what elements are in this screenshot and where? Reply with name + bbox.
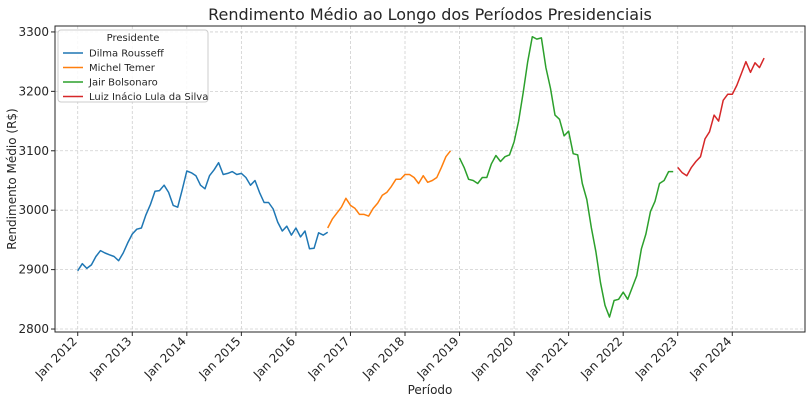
series-line-luiz-in-cio-lula-da-silva: [677, 57, 765, 177]
legend-entry-label: Luiz Inácio Lula da Silva: [89, 91, 208, 103]
y-tick-label: 3100: [18, 144, 49, 158]
x-axis-ticks: Jan 2012 Jan 2013 Jan 2014 Jan 2015 Jan 2016…: [32, 332, 734, 382]
x-tick-label: Jan 2023: [632, 334, 680, 382]
x-tick-label: Jan 2021: [523, 334, 571, 382]
series-lines: [77, 35, 765, 318]
y-tick-label: 2900: [18, 263, 49, 277]
chart-title: Rendimento Médio ao Longo dos Períodos P…: [208, 5, 652, 24]
legend-entry-label: Michel Temer: [89, 63, 156, 74]
x-tick-label: Jan 2024: [686, 334, 734, 382]
y-axis-ticks: 2800 2900 3000 3100 3200 3300: [18, 25, 55, 336]
legend-entry-label: Jair Bolsonaro: [88, 78, 158, 89]
x-tick-label: Jan 2018: [359, 334, 407, 382]
series-line-michel-temer: [327, 150, 452, 229]
x-tick-label: Jan 2012: [32, 334, 80, 382]
y-tick-label: 2800: [18, 322, 49, 336]
x-axis-label: Período: [408, 383, 453, 397]
series-line-jair-bolsonaro: [458, 35, 674, 318]
y-axis-label: Rendimento Médio (R$): [5, 108, 19, 249]
x-tick-label: Jan 2014: [141, 334, 189, 382]
x-tick-label: Jan 2017: [305, 334, 353, 382]
x-tick-label: Jan 2020: [468, 334, 516, 382]
y-tick-label: 3000: [18, 203, 49, 217]
legend-entry-label: Dilma Rousseff: [89, 49, 165, 60]
x-tick-label: Jan 2019: [414, 334, 462, 382]
y-tick-label: 3300: [18, 25, 49, 39]
legend-title: Presidente: [107, 33, 160, 44]
legend-box: [57, 29, 209, 103]
x-tick-label: Jan 2015: [196, 334, 244, 382]
y-tick-label: 3200: [18, 84, 49, 98]
plot-area-frame: [54, 25, 806, 333]
x-tick-label: Jan 2016: [250, 334, 298, 382]
x-tick-label: Jan 2013: [86, 334, 134, 382]
x-tick-label: Jan 2022: [577, 334, 625, 382]
series-line-dilma-rousseff: [77, 161, 329, 272]
legend: Presidente Dilma Rousseff Michel Temer Jai…: [57, 29, 209, 103]
